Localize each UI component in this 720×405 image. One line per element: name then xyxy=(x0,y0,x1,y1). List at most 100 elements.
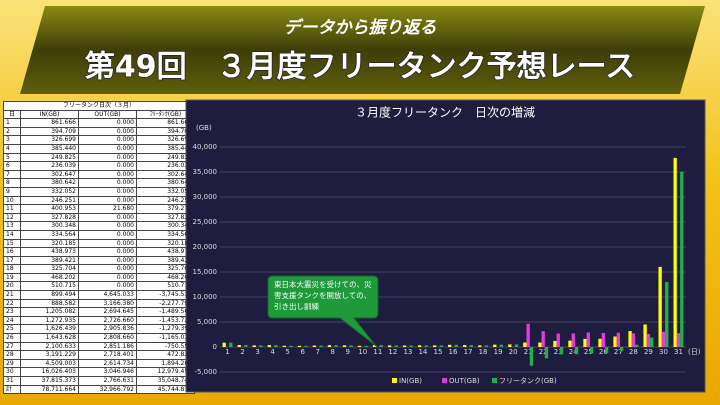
x-tick-label: 12 xyxy=(388,348,397,356)
table-row: 31 37,815.373 2,766.631 35,048.742 xyxy=(3,376,195,386)
table-cell: 326.699 xyxy=(20,135,79,145)
column-header: 日 xyxy=(3,109,21,120)
table-cell: 26 xyxy=(3,333,21,343)
bar xyxy=(635,344,639,347)
table-cell: 468.202 xyxy=(136,272,195,283)
table-cell: 327.828 xyxy=(136,212,195,223)
table-cell: 3,166.380 xyxy=(78,298,137,309)
bar xyxy=(469,345,473,347)
bar xyxy=(508,344,512,347)
table-cell: 32,966.792 xyxy=(78,384,137,395)
table-cell: 510.715 xyxy=(136,281,195,292)
x-tick-label: 19 xyxy=(494,348,503,356)
table-cell: 78,711.664 xyxy=(20,384,79,395)
table-cell: 0.000 xyxy=(78,161,137,171)
x-tick-label: 18 xyxy=(479,348,488,356)
table-cell: 0.000 xyxy=(78,143,137,154)
bar xyxy=(556,333,560,347)
table-cell: -2,277.798 xyxy=(136,298,195,309)
table-cell: 30 xyxy=(3,367,21,377)
table-cell: 0.000 xyxy=(78,169,137,180)
bar xyxy=(379,345,383,347)
table-cell: 468.202 xyxy=(20,272,79,283)
bar xyxy=(526,323,530,347)
table-cell: 394.709 xyxy=(20,126,79,137)
bar xyxy=(604,347,609,353)
y-tick-label: 15,000 xyxy=(193,268,218,276)
table-row: 17 389.421 0.000 389.421 xyxy=(3,255,195,266)
table-row: 16 438.973 0.000 438.973 xyxy=(3,247,195,257)
table-cell: 325.704 xyxy=(136,264,195,274)
x-tick-label: 2 xyxy=(240,348,244,356)
table-row: 24 1,272.935 2,726.660 -1,453.725 xyxy=(3,315,195,326)
table-cell: 2,694.645 xyxy=(78,307,137,317)
x-tick-label: 17 xyxy=(464,348,473,356)
table-row: 8 380.642 0.000 380.642 xyxy=(3,178,195,188)
bar xyxy=(372,344,377,347)
table-cell: 16,026.403 xyxy=(20,367,79,377)
table-cell: 0.000 xyxy=(78,178,137,188)
y-tick-label: -5,000 xyxy=(194,368,217,376)
bar xyxy=(222,342,226,347)
table-cell: 14 xyxy=(3,229,21,240)
table-cell: 2,100.633 xyxy=(20,341,79,352)
bar xyxy=(589,347,594,354)
bar xyxy=(538,342,542,347)
table-cell: 45,744.872 xyxy=(136,384,195,395)
bar xyxy=(628,331,632,347)
table-cell: 計 xyxy=(3,384,21,395)
bar xyxy=(463,345,467,347)
table-title: フリータンク日次（３月） xyxy=(3,101,195,111)
bar xyxy=(387,345,392,347)
table-cell: -1,453.725 xyxy=(136,315,195,326)
table-row: 26 1,643.628 2,808.660 -1,165.032 xyxy=(3,333,195,343)
x-tick-label: 28 xyxy=(629,348,638,356)
table-cell: 385.440 xyxy=(20,143,79,154)
table-row: 15 320.185 0.000 320.185 xyxy=(3,238,195,249)
table-cell: 325.704 xyxy=(20,264,79,274)
bar xyxy=(544,347,549,359)
table-cell: 899.494 xyxy=(20,290,79,300)
table-cell: 0.000 xyxy=(78,152,137,163)
bar xyxy=(319,345,323,347)
table-cell: 2,726.660 xyxy=(78,315,137,326)
table-cell: 389.421 xyxy=(136,255,195,266)
table-cell: 0.000 xyxy=(78,281,137,292)
y-tick-label: 5,000 xyxy=(197,318,217,326)
bar xyxy=(237,345,241,347)
x-tick-label: 29 xyxy=(644,348,653,356)
table-cell: 1 xyxy=(3,118,21,128)
bar xyxy=(553,340,557,347)
bar xyxy=(583,338,587,347)
bar xyxy=(252,345,256,347)
bar xyxy=(448,344,452,347)
x-tick-label: 16 xyxy=(449,348,458,356)
table-cell: 302.647 xyxy=(20,169,79,180)
x-tick-label: 21 xyxy=(524,348,533,356)
table-row: 20 510.715 0.000 510.715 xyxy=(3,281,195,292)
x-tick-label: 11 xyxy=(373,348,382,356)
table-row: 2 394.709 0.000 394.709 xyxy=(3,126,195,137)
table-cell: 5 xyxy=(3,152,21,163)
table-row: 3 326.699 0.000 326.699 xyxy=(3,135,195,145)
column-header: OUT(GB) xyxy=(78,109,137,120)
bar xyxy=(229,342,233,347)
bar xyxy=(559,347,564,355)
bar xyxy=(334,345,338,347)
bar xyxy=(680,171,684,347)
table-cell: 236.039 xyxy=(20,161,79,171)
bar xyxy=(454,344,458,347)
table-cell: 27 xyxy=(3,341,21,352)
y-tick-label: 20,000 xyxy=(193,243,218,251)
x-tick-label: 14 xyxy=(418,348,427,356)
table-cell: 320.185 xyxy=(20,238,79,249)
bar xyxy=(297,345,302,347)
bar xyxy=(433,345,437,347)
legend-swatch xyxy=(442,378,447,383)
x-axis-label: (日) xyxy=(688,348,701,356)
table-row: 11 400.953 21.680 379.273 xyxy=(3,204,195,214)
table-cell: 400.953 xyxy=(20,204,79,214)
table-cell: 334.564 xyxy=(20,229,79,240)
table-cell: 2,718.401 xyxy=(78,350,137,360)
table-cell: 326.699 xyxy=(136,135,195,145)
